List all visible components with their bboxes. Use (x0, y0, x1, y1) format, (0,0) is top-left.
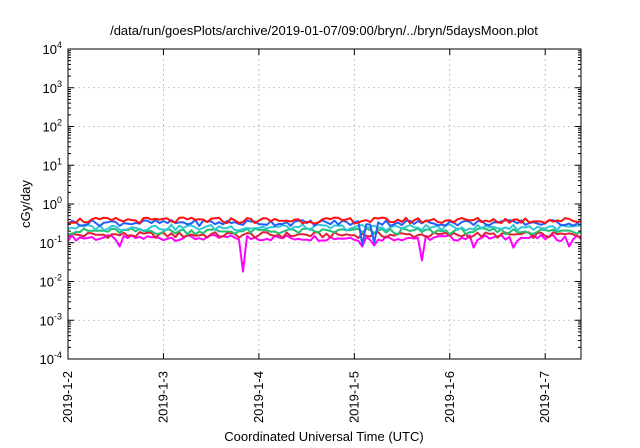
axis-ticks (67, 48, 581, 360)
x-tick-label: 2019-1-6 (442, 371, 457, 423)
x-tick-label: 2019-1-7 (537, 371, 552, 423)
series-line (67, 219, 582, 246)
y-tick-label: 101 (43, 156, 62, 173)
chart-title: /data/run/goesPlots/archive/2019-01-07/0… (110, 23, 538, 38)
y-axis-label: cGy/day (18, 180, 33, 228)
y-tick-label: 10-3 (40, 311, 62, 328)
y-tick-label: 10-2 (40, 273, 62, 290)
y-tick-labels: 10-4 10-3 10-2 10-1 100 101 102 103 104 (40, 40, 62, 367)
x-tick-label: 2019-1-3 (155, 371, 170, 423)
series-line (67, 231, 582, 240)
y-tick-label: 103 (43, 79, 62, 96)
x-axis-label: Coordinated Universal Time (UTC) (224, 429, 423, 444)
y-tick-label: 102 (43, 118, 62, 135)
x-tick-label: 2019-1-4 (251, 371, 266, 423)
x-tick-label: 2019-1-5 (346, 371, 361, 423)
y-tick-label: 100 (43, 195, 62, 212)
y-tick-label: 10-4 (40, 350, 62, 367)
x-tick-labels: 2019-1-2 2019-1-3 2019-1-4 2019-1-5 2019-1-6… (60, 371, 552, 423)
series-line (67, 227, 582, 236)
series-line (67, 233, 582, 273)
series-line (67, 216, 582, 225)
x-tick-label: 2019-1-2 (60, 371, 75, 423)
y-tick-label: 104 (43, 40, 62, 57)
series-line (67, 223, 581, 232)
y-tick-label: 10-1 (40, 234, 62, 251)
gridlines (68, 49, 581, 359)
series-group (67, 216, 582, 273)
